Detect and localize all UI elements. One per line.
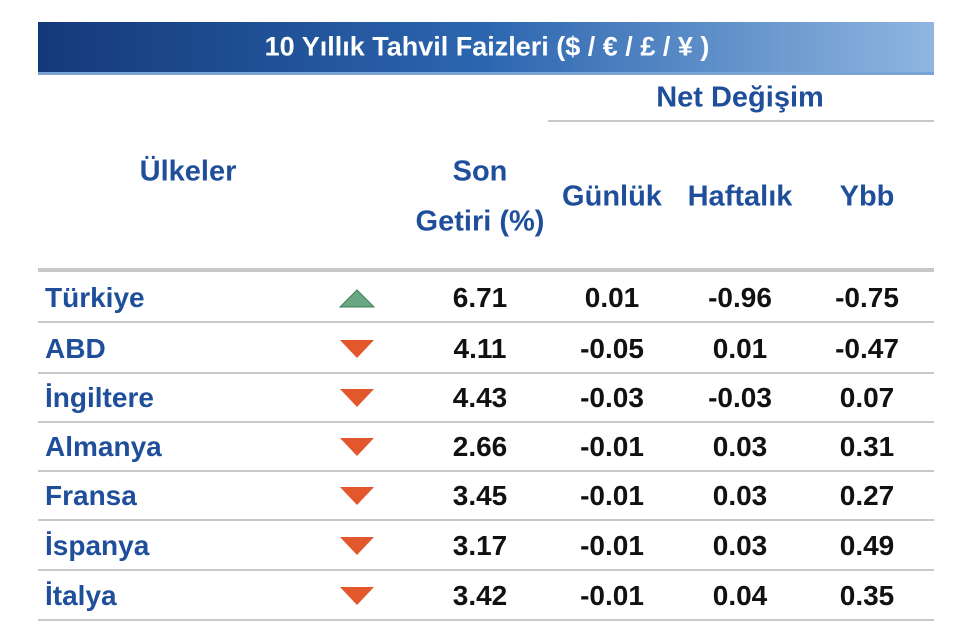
- row-rule: [38, 372, 934, 374]
- cell-value: 0.03: [712, 431, 768, 462]
- row-rule: [38, 470, 934, 472]
- cell-value: 0.35: [839, 580, 895, 611]
- column-header: Günlük: [562, 180, 662, 213]
- group-header: Net Değişim: [656, 81, 824, 114]
- trend-arrow-shape: [340, 389, 374, 407]
- cell-value: 6.71: [452, 282, 508, 313]
- cell-value: 0.03: [712, 530, 768, 561]
- cell-value: 0.01: [584, 282, 640, 313]
- cell-value: -0.03: [580, 382, 644, 413]
- trend-arrow-shape: [340, 487, 374, 505]
- cell-value: -0.05: [580, 333, 644, 364]
- cell-value: 0.31: [839, 431, 895, 462]
- cell-value: -0.75: [835, 282, 899, 313]
- cell-value: -0.01: [580, 580, 644, 611]
- cell-value: 0.27: [839, 480, 895, 511]
- title: 10 Yıllık Tahvil Faizleri ($ / € / £ / ¥…: [264, 31, 710, 62]
- country: İngiltere: [45, 382, 154, 413]
- row-rule: [38, 421, 934, 423]
- trend-arrow: [340, 438, 374, 456]
- header-rule: [38, 268, 934, 272]
- row-rule: [38, 321, 934, 323]
- column-header: Ybb: [839, 180, 895, 213]
- group-rule: [548, 120, 934, 122]
- country: Türkiye: [45, 282, 145, 313]
- cell-value: 4.43: [452, 382, 508, 413]
- column-header: Haftalık: [687, 180, 793, 213]
- cell-value: 3.42: [452, 580, 508, 611]
- cell-value: 0.04: [712, 580, 768, 611]
- cell-value: 0.49: [839, 530, 895, 561]
- trend-arrow-shape: [340, 438, 374, 456]
- title-bar: [38, 22, 934, 75]
- trend-arrow: [340, 587, 374, 605]
- cell-value: -0.01: [580, 530, 644, 561]
- cell-value: -0.96: [708, 282, 772, 313]
- trend-arrow-shape: [340, 340, 374, 358]
- cell-value: 0.07: [839, 382, 895, 413]
- cell-value: -0.47: [835, 333, 899, 364]
- row-rule: [38, 519, 934, 521]
- country: Fransa: [45, 480, 137, 511]
- column-header: Son: [452, 155, 508, 188]
- country: İspanya: [45, 530, 150, 561]
- trend-arrow-shape: [338, 289, 376, 308]
- row-rule: [38, 569, 934, 571]
- cell-value: 3.17: [452, 530, 508, 561]
- trend-arrow-shape: [340, 587, 374, 605]
- trend-arrow: [340, 389, 374, 407]
- cell-value: -0.01: [580, 431, 644, 462]
- column-header: Getiri (%): [415, 205, 545, 238]
- trend-arrow-shape: [340, 537, 374, 555]
- cell-value: 0.03: [712, 480, 768, 511]
- trend-arrow: [340, 340, 374, 358]
- cell-value: -0.03: [708, 382, 772, 413]
- cell-value: 2.66: [452, 431, 508, 462]
- cell-value: 0.01: [712, 333, 768, 364]
- country: Almanya: [45, 431, 162, 462]
- country: İtalya: [45, 580, 117, 611]
- row-rule: [38, 619, 934, 621]
- cell-value: -0.01: [580, 480, 644, 511]
- trend-arrow: [340, 537, 374, 555]
- column-header: Ülkeler: [139, 155, 237, 188]
- trend-arrow: [340, 487, 374, 505]
- trend-arrow: [338, 289, 376, 308]
- cell-value: 3.45: [452, 480, 508, 511]
- country: ABD: [45, 333, 106, 364]
- cell-value: 4.11: [453, 333, 507, 364]
